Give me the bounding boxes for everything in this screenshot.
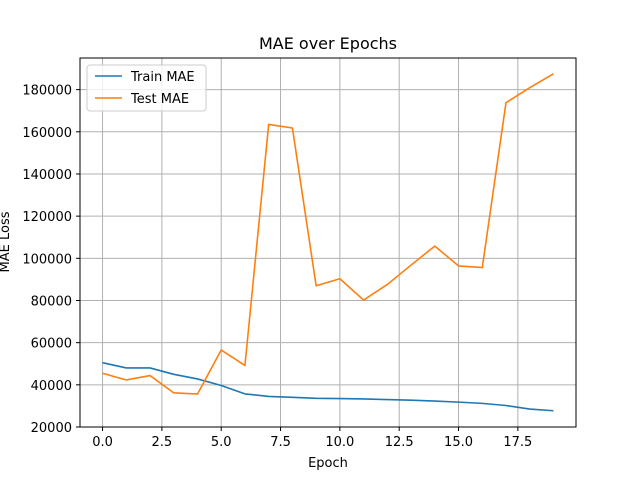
y-axis-ticks: 20000 40000 60000 80000 100000 120000 140000 16… <box>22 84 80 436</box>
x-tick-label: 15.0 <box>444 435 473 450</box>
x-axis-ticks: 0.0 2.5 5.0 7.5 10.0 12.5 15.0 17.5 <box>92 427 532 450</box>
y-tick-label: 140000 <box>22 168 72 183</box>
y-tick-label: 180000 <box>22 84 72 99</box>
x-axis-label: Epoch <box>308 456 348 471</box>
y-axis-label: MAE Loss <box>0 211 13 272</box>
chart-title: MAE over Epochs <box>259 34 397 53</box>
legend: Train MAE Test MAE <box>86 64 207 112</box>
y-tick-label: 80000 <box>31 294 72 309</box>
x-tick-label: 10.0 <box>325 435 354 450</box>
series-line-test-mae <box>102 73 554 395</box>
y-tick-label: 120000 <box>22 210 72 225</box>
x-tick-label: 2.5 <box>152 435 173 450</box>
series-lines <box>102 73 554 412</box>
x-tick-label: 7.5 <box>270 435 291 450</box>
x-tick-label: 0.0 <box>92 435 113 450</box>
x-tick-label: 12.5 <box>385 435 414 450</box>
legend-entry: Test MAE <box>130 92 189 107</box>
y-tick-label: 160000 <box>22 126 72 141</box>
plot-frame <box>79 57 577 428</box>
y-tick-label: 20000 <box>31 421 72 436</box>
y-tick-label: 40000 <box>31 379 72 394</box>
x-tick-label: 5.0 <box>211 435 232 450</box>
grid-lines <box>80 58 576 428</box>
series-line-train-mae <box>102 361 554 412</box>
y-tick-label: 60000 <box>31 337 72 352</box>
x-tick-label: 17.5 <box>503 435 532 450</box>
y-tick-label: 100000 <box>22 252 72 267</box>
legend-entry: Train MAE <box>130 70 195 85</box>
